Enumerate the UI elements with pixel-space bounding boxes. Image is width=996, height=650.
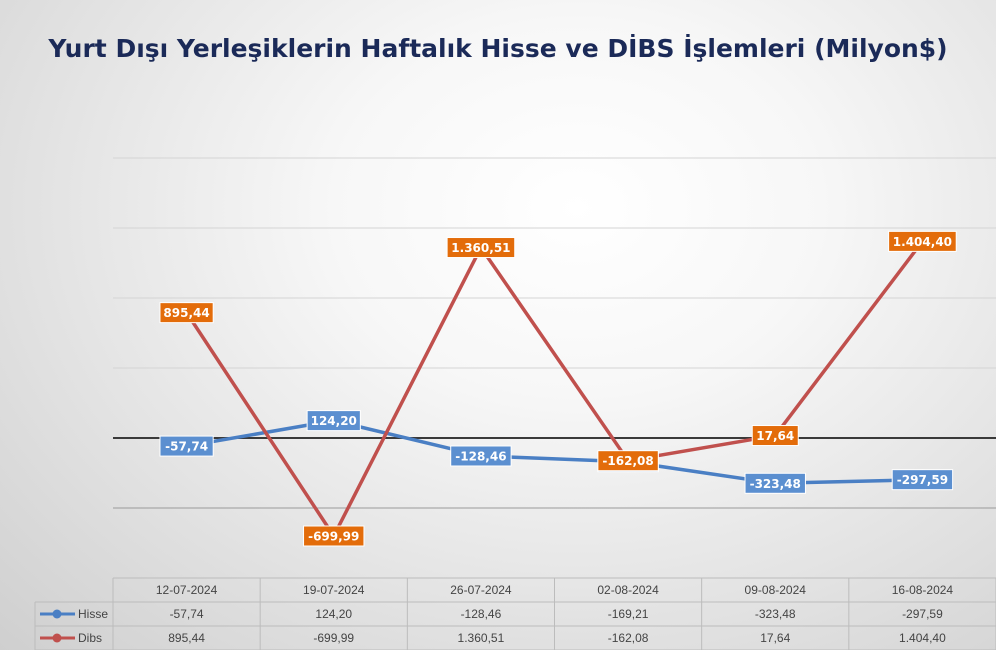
x-tick-label: 02-08-2024 xyxy=(597,583,659,597)
data-label-box xyxy=(450,445,512,467)
x-tick-label: 16-08-2024 xyxy=(892,583,954,597)
data-label-dibs: 1.404,40 xyxy=(888,230,957,252)
data-label-text: 124,20 xyxy=(311,414,357,428)
table-cell: -297,59 xyxy=(902,607,943,621)
series-line-dibs xyxy=(185,240,924,538)
table-cell: 1.404,40 xyxy=(899,631,946,645)
table-cell: -323,48 xyxy=(755,607,796,621)
data-label-dibs: -162,08 xyxy=(597,450,659,472)
data-label-hisse: -323,48 xyxy=(744,472,806,494)
data-label-text: -699,99 xyxy=(308,529,359,543)
table-cell: -169,21 xyxy=(608,607,649,621)
data-label-box xyxy=(751,425,799,447)
data-label-box xyxy=(888,230,957,252)
data-label-hisse: -128,46 xyxy=(450,445,512,467)
data-label-hisse: -57,74 xyxy=(159,435,214,457)
data-label-dibs: 895,44 xyxy=(159,302,214,324)
data-label-box xyxy=(159,302,214,324)
table-cell: -57,74 xyxy=(170,607,204,621)
data-label-box xyxy=(306,410,361,432)
data-label-text: 1.404,40 xyxy=(893,235,952,249)
table-cell: -699,99 xyxy=(313,631,354,645)
data-label-text: 895,44 xyxy=(163,306,209,320)
chart-title: Yurt Dışı Yerleşiklerin Haftalık Hisse v… xyxy=(48,34,948,63)
data-label-dibs: -699,99 xyxy=(303,525,365,547)
data-label-box xyxy=(597,450,659,472)
gridlines xyxy=(113,157,996,579)
table-cell: 1.360,51 xyxy=(458,631,505,645)
series-lines xyxy=(185,240,924,538)
data-labels: -57,74124,20-128,46-169,21-323,48-297,59… xyxy=(159,230,957,547)
table-cell: 17,64 xyxy=(760,631,790,645)
data-label-text: 1.360,51 xyxy=(451,241,510,255)
series-line-hisse xyxy=(186,418,923,486)
table-cell: 895,44 xyxy=(168,631,205,645)
data-label-text: -57,74 xyxy=(165,440,208,454)
data-label-hisse: 124,20 xyxy=(306,410,361,432)
data-label-dibs: 1.360,51 xyxy=(446,237,516,259)
x-tick-label: 19-07-2024 xyxy=(303,583,365,597)
data-label-text: -128,46 xyxy=(455,449,506,463)
table-cell: -128,46 xyxy=(461,607,502,621)
x-tick-label: 26-07-2024 xyxy=(450,583,512,597)
data-label-box xyxy=(744,472,806,494)
x-tick-label: 09-08-2024 xyxy=(745,583,807,597)
table-cell: -162,08 xyxy=(608,631,649,645)
legend-marker-dibs xyxy=(52,633,62,643)
data-label-dibs: 17,64 xyxy=(751,425,799,447)
data-label-box xyxy=(891,469,954,491)
data-label-text: 17,64 xyxy=(756,429,794,443)
data-label-box xyxy=(159,435,214,457)
x-tick-label: 12-07-2024 xyxy=(156,583,218,597)
legend-entry-dibs: Dibs xyxy=(78,631,102,645)
series-markers xyxy=(176,230,933,547)
data-label-box xyxy=(446,237,516,259)
data-label-text: -162,08 xyxy=(602,454,653,468)
data-label-text: -297,59 xyxy=(897,473,948,487)
data-label-hisse: -297,59 xyxy=(891,469,954,491)
data-table: 12-07-2024 19-07-2024 26-07-2024 02-08-2024… xyxy=(34,577,996,650)
legend-entry-hisse: Hisse xyxy=(78,607,108,621)
legend-marker-hisse xyxy=(52,609,62,619)
data-label-text: -323,48 xyxy=(750,477,801,491)
data-label-box xyxy=(303,525,365,547)
table-cell: 124,20 xyxy=(315,607,352,621)
